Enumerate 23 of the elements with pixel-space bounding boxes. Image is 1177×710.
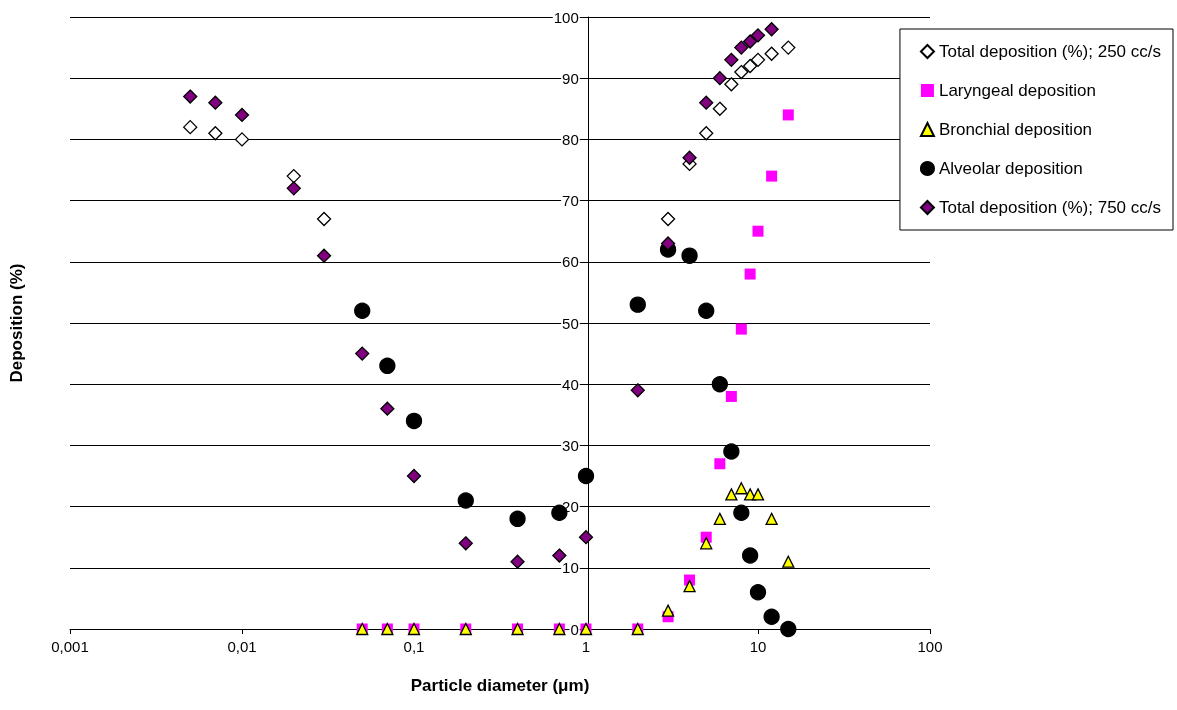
x-tick-label: 0,1: [403, 638, 425, 655]
x-axis-title: Particle diameter (μm): [410, 676, 590, 695]
y-tick-label: 40: [562, 375, 579, 393]
x-tick-label: 0,001: [51, 638, 89, 655]
y-tick-label: 50: [562, 314, 579, 332]
y-tick-label: 60: [562, 253, 579, 271]
y-tick-label: 70: [562, 192, 579, 210]
legend-label: Laryngeal deposition: [938, 81, 1096, 100]
y-tick-label: 10: [562, 559, 579, 577]
x-tick-label: 100: [917, 638, 943, 655]
x-tick-label: 10: [749, 638, 767, 655]
y-tick-label: 100: [553, 8, 579, 26]
legend-label: Bronchial deposition: [938, 120, 1093, 139]
legend-label: Alveolar deposition: [938, 159, 1083, 178]
legend-label: Total deposition (%); 250 cc/s: [938, 42, 1162, 61]
y-tick-label: 90: [562, 69, 579, 87]
legend-label: Total deposition (%); 750 cc/s: [938, 198, 1162, 217]
y-tick-label: 0: [570, 620, 579, 638]
y-tick-label: 30: [562, 436, 579, 454]
y-tick-label: 80: [562, 130, 579, 148]
y-axis-title: Deposition (%): [7, 263, 26, 383]
x-tick-label: 1: [581, 638, 591, 655]
x-tick-label: 0,01: [227, 638, 257, 655]
